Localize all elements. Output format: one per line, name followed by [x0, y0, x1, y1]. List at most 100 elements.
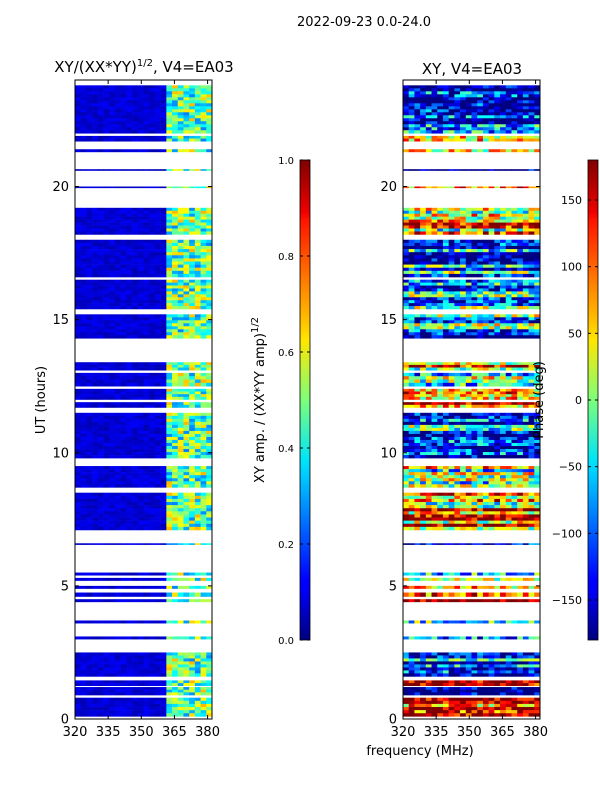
- heatmap-cell: [143, 442, 150, 447]
- heatmap-cell: [454, 498, 461, 503]
- heatmap-cell: [517, 713, 524, 717]
- heatmap-cell: [494, 446, 501, 450]
- heatmap-cell: [154, 514, 161, 518]
- heatmap-cell: [431, 713, 438, 717]
- heatmap-cell: [454, 466, 461, 470]
- heatmap-cell: [160, 303, 167, 307]
- heatmap-cell: [482, 683, 489, 687]
- heatmap-cell: [528, 475, 535, 479]
- heatmap-cell: [420, 391, 427, 395]
- heatmap-cell: [494, 472, 501, 476]
- heatmap-cell: [206, 317, 213, 321]
- heatmap-cell: [177, 394, 184, 398]
- heatmap-cell: [172, 288, 179, 292]
- heatmap-cell: [482, 710, 489, 714]
- heatmap-cell: [206, 427, 213, 432]
- heatmap-cell: [154, 135, 161, 139]
- heatmap-cell: [408, 710, 415, 714]
- heatmap-cell: [183, 317, 190, 321]
- heatmap-cell: [137, 514, 144, 518]
- heatmap-cell: [408, 449, 415, 453]
- heatmap-cell: [120, 242, 127, 247]
- heatmap-cell: [488, 433, 495, 438]
- heatmap-cell: [177, 478, 184, 482]
- heatmap-cell: [103, 442, 110, 447]
- heatmap-cell: [160, 300, 167, 304]
- heatmap-cell: [160, 585, 167, 589]
- heatmap-cell: [137, 636, 144, 640]
- heatmap-cell: [166, 207, 173, 212]
- heatmap-cell: [86, 306, 93, 310]
- heatmap-cell: [465, 543, 472, 545]
- heatmap-cell: [442, 680, 449, 684]
- heatmap-cell: [177, 585, 184, 589]
- heatmap-cell: [206, 446, 213, 450]
- heatmap-cell: [488, 700, 495, 705]
- heatmap-cell: [114, 335, 121, 339]
- heatmap-cell: [109, 300, 116, 304]
- heatmap-cell: [86, 495, 93, 500]
- heatmap-cell: [420, 424, 427, 429]
- heatmap-cell: [189, 149, 196, 153]
- heatmap-cell: [448, 372, 455, 377]
- heatmap-cell: [75, 707, 82, 711]
- heatmap-cell: [166, 469, 173, 473]
- heatmap-cell: [75, 599, 82, 603]
- heatmap-cell: [86, 439, 93, 444]
- heatmap-cell: [75, 261, 82, 265]
- heatmap-cell: [189, 242, 196, 247]
- heatmap-cell: [403, 394, 410, 398]
- heatmap-cell: [494, 599, 501, 603]
- heatmap-cell: [114, 498, 121, 503]
- heatmap-cell: [206, 231, 213, 235]
- heatmap-cell: [200, 466, 207, 470]
- heatmap-cell: [431, 505, 438, 509]
- heatmap-cell: [126, 436, 133, 441]
- heatmap-cell: [120, 439, 127, 444]
- heatmap-cell: [206, 697, 213, 702]
- heatmap-cell: [494, 636, 501, 640]
- heatmap-cell: [86, 577, 93, 581]
- heatmap-cell: [442, 667, 449, 671]
- heatmap-cell: [403, 585, 410, 589]
- heatmap-cell: [103, 396, 110, 400]
- heatmap-cell: [114, 282, 121, 286]
- heatmap-cell: [177, 317, 184, 321]
- heatmap-cell: [149, 112, 156, 116]
- heatmap-cell: [420, 713, 427, 717]
- heatmap-cell: [500, 514, 507, 518]
- heatmap-cell: [200, 415, 207, 420]
- heatmap-cell: [172, 673, 179, 677]
- heatmap-cell: [75, 433, 82, 438]
- heatmap-cell: [471, 391, 478, 395]
- heatmap-cell: [126, 264, 133, 269]
- heatmap-cell: [120, 231, 127, 235]
- heatmap-cell: [528, 577, 535, 581]
- heatmap-cell: [80, 326, 87, 330]
- heatmap-cell: [522, 520, 529, 525]
- heatmap-cell: [160, 186, 167, 189]
- heatmap-cell: [477, 636, 484, 640]
- heatmap-cell: [408, 505, 415, 509]
- heatmap-cell: [75, 362, 82, 366]
- heatmap-cell: [477, 430, 484, 435]
- heatmap-cell: [97, 239, 104, 244]
- heatmap-cell: [143, 252, 150, 256]
- heatmap-cell: [460, 707, 467, 711]
- heatmap-cell: [448, 585, 455, 589]
- heatmap-cell: [160, 264, 167, 269]
- heatmap-cell: [80, 225, 87, 229]
- heatmap-cell: [120, 382, 127, 387]
- heatmap-cell: [86, 418, 93, 423]
- heatmap-cell: [442, 433, 449, 438]
- heatmap-cell: [403, 439, 410, 444]
- heatmap-cell: [471, 412, 478, 417]
- heatmap-cell: [442, 713, 449, 717]
- heatmap-cell: [97, 455, 104, 459]
- heatmap-cell: [183, 332, 190, 336]
- heatmap-cell: [482, 492, 489, 497]
- heatmap-cell: [109, 364, 116, 368]
- heatmap-cell: [166, 376, 173, 380]
- heatmap-cell: [120, 481, 127, 485]
- heatmap-cell: [414, 478, 421, 482]
